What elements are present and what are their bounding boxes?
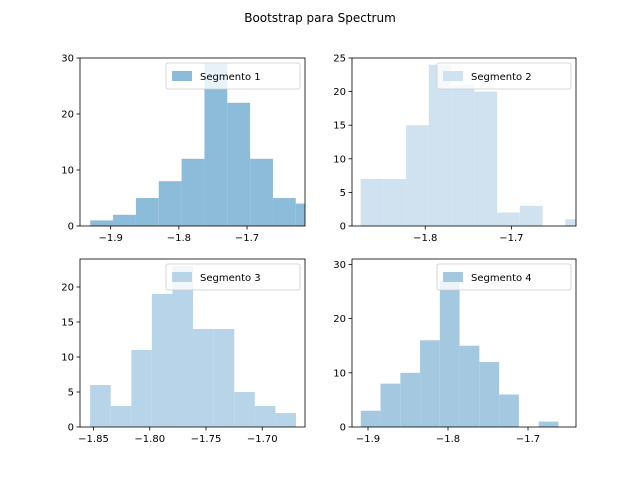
- y-tick-label: 10: [61, 166, 74, 177]
- histogram-bar: [406, 125, 429, 226]
- axes-frame: [79, 57, 306, 227]
- histogram-bar: [360, 178, 384, 226]
- histogram-bar: [275, 413, 296, 427]
- histogram-bar: [135, 198, 159, 226]
- legend-label: Segmento 3: [200, 273, 261, 284]
- histogram-bar: [439, 280, 460, 427]
- x-tick-label: −1.70: [247, 434, 278, 445]
- y-tick-label: 10: [333, 154, 346, 165]
- histogram-bars: [360, 280, 559, 427]
- legend-swatch: [172, 272, 192, 282]
- histogram-bar: [227, 102, 251, 226]
- legend: Segmento 1: [165, 62, 301, 90]
- y-tick-label: 25: [333, 54, 346, 65]
- subplot-segmento-4: −1.9 −1.8 −1.7 0 10 20 30 Segmento 4: [333, 258, 577, 445]
- x-tick-label: −1.9: [99, 233, 123, 244]
- y-tick-label: 20: [333, 314, 346, 325]
- histogram-bar: [451, 84, 475, 226]
- y-tick-label: 20: [61, 283, 74, 294]
- y-tick-label: 30: [333, 260, 346, 271]
- histogram-bar: [181, 158, 205, 226]
- histogram-bars: [360, 64, 576, 226]
- subplot-segmento-2: −1.8 −1.7 0 5 10 15 20 25 Segmento 2: [333, 54, 577, 244]
- legend-label: Segmento 4: [471, 273, 532, 284]
- histogram-bar: [295, 203, 305, 226]
- axes-frame: [351, 57, 577, 227]
- legend-swatch: [172, 71, 192, 81]
- histogram-bar: [234, 392, 255, 427]
- histogram-bar: [565, 219, 576, 226]
- histogram-bar: [272, 198, 296, 226]
- histogram-bar: [254, 406, 276, 427]
- x-tick-label: −1.80: [134, 434, 165, 445]
- legend-swatch: [443, 71, 463, 81]
- y-tick-label: 0: [340, 222, 346, 233]
- histogram-bar: [110, 406, 132, 427]
- axes-frame: [79, 258, 306, 428]
- x-tick-label: −1.7: [499, 233, 523, 244]
- histogram-bar: [497, 212, 520, 226]
- x-tick-label: −1.7: [235, 233, 259, 244]
- histogram-bar: [172, 266, 194, 427]
- histogram-bar: [499, 394, 519, 427]
- x-tick-label: −1.8: [413, 233, 437, 244]
- histogram-bars: [90, 63, 305, 226]
- histogram-bar: [193, 329, 214, 427]
- legend: Segmento 2: [436, 62, 572, 90]
- histogram-bar: [474, 91, 498, 226]
- y-tick-label: 15: [333, 121, 346, 132]
- figure-title: Bootstrap para Spectrum: [244, 11, 396, 25]
- legend-swatch: [443, 272, 463, 282]
- legend: Segmento 3: [165, 263, 301, 291]
- histogram-bar: [459, 345, 480, 427]
- histogram-bar: [400, 372, 421, 427]
- y-tick-label: 0: [68, 423, 74, 434]
- histogram-bar: [538, 421, 559, 427]
- x-tick-label: −1.85: [78, 434, 109, 445]
- histogram-bar: [131, 350, 152, 427]
- histogram-bar: [479, 361, 500, 427]
- y-tick-label: 5: [68, 388, 74, 399]
- y-tick-label: 20: [61, 110, 74, 121]
- histogram-bar: [519, 205, 543, 226]
- y-tick-label: 10: [333, 368, 346, 379]
- histogram-bar: [380, 383, 401, 427]
- histogram-bar: [250, 158, 273, 226]
- legend: Segmento 4: [436, 263, 572, 291]
- y-tick-label: 5: [340, 188, 346, 199]
- x-tick-label: −1.8: [167, 233, 191, 244]
- histogram-bar: [204, 63, 228, 226]
- histogram-bar: [213, 329, 235, 427]
- histogram-bars: [90, 266, 296, 427]
- histogram-bar: [420, 340, 440, 427]
- x-tick-label: −1.8: [436, 434, 460, 445]
- x-tick-label: −1.7: [516, 434, 540, 445]
- x-tick-label: −1.9: [356, 434, 380, 445]
- y-tick-label: 30: [61, 54, 74, 65]
- legend-label: Segmento 2: [471, 72, 532, 83]
- x-tick-label: −1.75: [191, 434, 222, 445]
- subplot-segmento-1: −1.9 −1.8 −1.7 0 10 20 30 Segmento 1: [61, 54, 306, 244]
- histogram-bar: [428, 64, 452, 226]
- y-tick-label: 0: [340, 423, 346, 434]
- histogram-bar: [360, 410, 381, 427]
- axes-frame: [351, 258, 577, 428]
- legend-label: Segmento 1: [200, 72, 261, 83]
- histogram-bar: [383, 178, 407, 226]
- y-tick-label: 0: [68, 222, 74, 233]
- y-tick-label: 10: [61, 353, 74, 364]
- histogram-bar: [113, 214, 136, 226]
- histogram-bar: [90, 220, 114, 226]
- subplot-segmento-3: −1.85 −1.80 −1.75 −1.70 0 5 10 15 20 Segmento 3: [61, 258, 306, 445]
- histogram-bar: [158, 181, 182, 226]
- histogram-bar: [90, 385, 111, 427]
- y-tick-label: 20: [333, 87, 346, 98]
- histogram-bar: [151, 294, 173, 427]
- y-tick-label: 15: [61, 318, 74, 329]
